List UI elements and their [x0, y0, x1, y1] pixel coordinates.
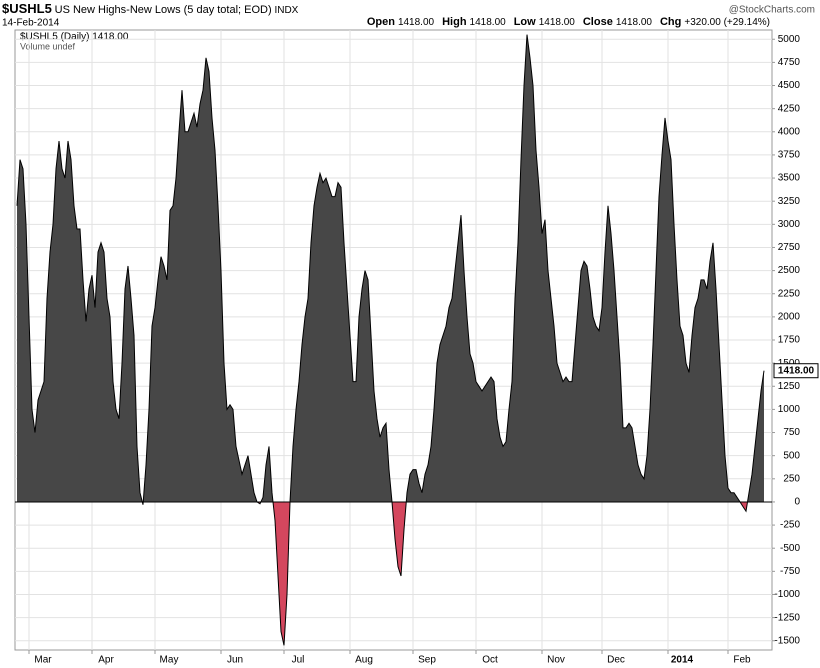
- y-tick-label: 2250: [778, 288, 801, 299]
- y-tick-label: 500: [783, 450, 800, 461]
- y-tick-label: 4250: [778, 103, 801, 114]
- x-tick-label: Jun: [227, 655, 243, 666]
- quote-value: 1418.00: [539, 17, 576, 28]
- y-tick-label: 5000: [778, 34, 801, 45]
- x-tick-label: Oct: [482, 655, 498, 666]
- y-tick-label: 3000: [778, 219, 801, 230]
- area-positive: [17, 34, 764, 502]
- quote-value: 1418.00: [398, 17, 435, 28]
- symbol: $USHL5: [2, 1, 52, 16]
- y-tick-label: 4000: [778, 126, 801, 137]
- y-tick-label: 4500: [778, 80, 801, 91]
- quote-label: Chg: [660, 16, 681, 28]
- quote-value: 1418.00: [616, 17, 653, 28]
- last-value-label: 1418.00: [778, 365, 815, 376]
- quote: Open 1418.00 High 1418.00 Low 1418.00 Close 141…: [367, 16, 770, 28]
- y-tick-label: 1750: [778, 335, 801, 346]
- y-tick-label: -1000: [774, 589, 800, 600]
- watermark: @StockCharts.com: [729, 5, 815, 16]
- x-tick-label: Nov: [547, 655, 565, 666]
- line: [16, 34, 765, 646]
- y-tick-label: 1250: [778, 381, 801, 392]
- quote-label: Low: [514, 16, 536, 28]
- x-tick-label: Jul: [292, 655, 305, 666]
- x-tick-label: Sep: [418, 655, 436, 666]
- quote-value: 1418.00: [470, 17, 507, 28]
- y-tick-label: 3250: [778, 196, 801, 207]
- x-tick-label: Apr: [98, 655, 114, 666]
- y-tick-label: 2500: [778, 265, 801, 276]
- legend-entry: $USHL5 (Daily) 1418.00: [20, 32, 129, 43]
- y-tick-label: -500: [780, 543, 800, 554]
- chart-title: US New Highs-New Lows (5 day total; EOD): [55, 4, 272, 16]
- header: $USHL5 US New Highs-New Lows (5 day tota…: [2, 1, 299, 16]
- y-tick-label: 250: [783, 473, 800, 484]
- date: 14-Feb-2014: [2, 18, 60, 29]
- y-tick-label: -750: [780, 566, 800, 577]
- quote-label: Close: [583, 16, 613, 28]
- x-tick-label: 2014: [671, 655, 694, 666]
- y-tick-label: -1500: [774, 635, 800, 646]
- x-tick-label: May: [160, 655, 179, 666]
- x-tick-label: Aug: [355, 655, 373, 666]
- y-tick-label: 3500: [778, 173, 801, 184]
- y-tick-label: -1250: [774, 612, 800, 623]
- y-tick-label: 3750: [778, 150, 801, 161]
- quote-value: +320.00 (+29.14%): [684, 17, 770, 28]
- y-tick-label: 2750: [778, 242, 801, 253]
- y-tick-label: 750: [783, 427, 800, 438]
- y-tick-label: 4750: [778, 57, 801, 68]
- quote-label: Open: [367, 16, 395, 28]
- y-tick-label: -250: [780, 520, 800, 531]
- x-tick-label: Dec: [607, 655, 625, 666]
- last-value-box: [773, 363, 819, 379]
- y-tick-label: 2000: [778, 312, 801, 323]
- x-tick-label: Feb: [733, 655, 751, 666]
- x-tick-label: Mar: [34, 655, 52, 666]
- y-tick-label: 1000: [778, 404, 801, 415]
- volume-note: Volume undef: [20, 41, 76, 51]
- y-tick-label: 0: [794, 497, 800, 508]
- exchange: INDX: [274, 5, 298, 16]
- quote-label: High: [442, 16, 467, 28]
